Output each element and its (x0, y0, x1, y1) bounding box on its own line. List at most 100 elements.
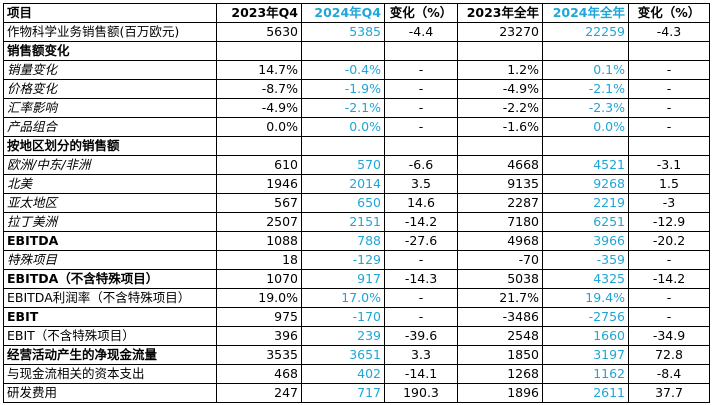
cell-change-quarter: -6.6 (384, 155, 458, 175)
cell-q4-2024: 2151 (301, 212, 385, 232)
cell-fy-2023: 2548 (457, 326, 543, 346)
cell-fy-2024: 22259 (542, 22, 629, 42)
cell-change-quarter: - (384, 288, 458, 308)
cell-fy-2023: 4668 (457, 155, 543, 175)
row-label: 亚太地区 (3, 193, 217, 213)
header-change-year: 变化（%） (628, 3, 710, 23)
cell-change-year: -3 (628, 193, 710, 213)
cell-q4-2023: 19.0% (216, 288, 302, 308)
table-row: EBIT（不含特殊项目） 396 239 -39.6 2548 1660 -34.9 (3, 326, 710, 346)
cell-q4-2023: 14.7% (216, 60, 302, 80)
cell-change-year (628, 136, 710, 156)
cell-q4-2023: 0.0% (216, 117, 302, 137)
cell-q4-2023: 5630 (216, 22, 302, 42)
cell-fy-2023: 2287 (457, 193, 543, 213)
cell-change-year: 1.5 (628, 174, 710, 194)
cell-change-quarter: -14.1 (384, 364, 458, 384)
cell-q4-2023 (216, 136, 302, 156)
cell-fy-2023: 5038 (457, 269, 543, 289)
table-row: EBITDA 1088 788 -27.6 4968 3966 -20.2 (3, 231, 710, 251)
cell-change-year: - (628, 288, 710, 308)
cell-fy-2024: 1660 (542, 326, 629, 346)
cell-fy-2023: 1268 (457, 364, 543, 384)
cell-fy-2024: 19.4% (542, 288, 629, 308)
cell-change-year: -4.3 (628, 22, 710, 42)
cell-q4-2024: 788 (301, 231, 385, 251)
row-label: 研发费用 (3, 383, 217, 403)
cell-q4-2023: 1946 (216, 174, 302, 194)
cell-q4-2023: 610 (216, 155, 302, 175)
cell-q4-2024: 2014 (301, 174, 385, 194)
cell-fy-2023 (457, 136, 543, 156)
cell-change-year: - (628, 307, 710, 327)
row-label: 与现金流相关的资本支出 (3, 364, 217, 384)
cell-fy-2023: -2.2% (457, 98, 543, 118)
row-label: EBITDA利润率（不含特殊项目） (3, 288, 217, 308)
cell-change-quarter: -4.4 (384, 22, 458, 42)
cell-change-year (628, 41, 710, 61)
table-row: 研发费用 247 717 190.3 1896 2611 37.7 (3, 383, 710, 403)
cell-fy-2024: 3197 (542, 345, 629, 365)
cell-change-quarter (384, 136, 458, 156)
cell-q4-2024: 717 (301, 383, 385, 403)
table-row: EBITDA利润率（不含特殊项目） 19.0% 17.0% -21.7% 19.4% - (3, 288, 710, 308)
cell-q4-2024: 3651 (301, 345, 385, 365)
row-label: 作物科学业务销售额(百万欧元) (3, 22, 217, 42)
cell-change-quarter: -39.6 (384, 326, 458, 346)
row-label: 经营活动产生的净现金流量 (3, 345, 217, 365)
cell-q4-2024: -2.1% (301, 98, 385, 118)
cell-change-quarter: - (384, 307, 458, 327)
cell-fy-2024: -359 (542, 250, 629, 270)
cell-q4-2023: 468 (216, 364, 302, 384)
cell-fy-2023: -4.9% (457, 79, 543, 99)
cell-q4-2023: 396 (216, 326, 302, 346)
table-row: 北美 1946 2014 3.5 9135 9268 1.5 (3, 174, 710, 194)
cell-fy-2024 (542, 136, 629, 156)
cell-q4-2023: 1070 (216, 269, 302, 289)
row-label: 汇率影响 (3, 98, 217, 118)
cell-fy-2024: 9268 (542, 174, 629, 194)
cell-fy-2023 (457, 41, 543, 61)
cell-change-quarter: - (384, 98, 458, 118)
cell-q4-2024: -170 (301, 307, 385, 327)
row-label: EBITDA（不含特殊项目） (3, 269, 217, 289)
cell-change-quarter: - (384, 60, 458, 80)
table-row: 价格变化 -8.7% -1.9% - -4.9% -2.1% - (3, 79, 710, 99)
row-label: 拉丁美洲 (3, 212, 217, 232)
cell-fy-2023: 1896 (457, 383, 543, 403)
cell-change-quarter: -14.3 (384, 269, 458, 289)
cell-fy-2023: -70 (457, 250, 543, 270)
table-row: 按地区划分的销售额 (3, 136, 710, 156)
cell-change-year: - (628, 79, 710, 99)
cell-q4-2023 (216, 41, 302, 61)
header-fy-2023: 2023年全年 (457, 3, 543, 23)
cell-q4-2024: -129 (301, 250, 385, 270)
cell-q4-2024: 239 (301, 326, 385, 346)
cell-change-year: - (628, 60, 710, 80)
cell-change-year: - (628, 250, 710, 270)
table-row: 销量变化 14.7% -0.4% -1.2% 0.1% - (3, 60, 710, 80)
cell-change-year: - (628, 117, 710, 137)
row-label: 销售额变化 (3, 41, 217, 61)
row-label: EBITDA (3, 231, 217, 251)
cell-change-year: -20.2 (628, 231, 710, 251)
cell-fy-2024: 2219 (542, 193, 629, 213)
cell-q4-2023: 1088 (216, 231, 302, 251)
cell-fy-2023: 9135 (457, 174, 543, 194)
cell-change-year: -3.1 (628, 155, 710, 175)
cell-q4-2023: 975 (216, 307, 302, 327)
table-row: 作物科学业务销售额(百万欧元) 5630 5385 -4.4 23270 22259 -4.… (3, 22, 710, 42)
cell-fy-2024: 4325 (542, 269, 629, 289)
cell-q4-2024 (301, 41, 385, 61)
cell-fy-2024: -2.1% (542, 79, 629, 99)
cell-change-quarter: 3.3 (384, 345, 458, 365)
row-label: 销量变化 (3, 60, 217, 80)
cell-fy-2023: 4968 (457, 231, 543, 251)
cell-q4-2024: 917 (301, 269, 385, 289)
cell-q4-2024: 17.0% (301, 288, 385, 308)
cell-change-year: -34.9 (628, 326, 710, 346)
cell-change-year: -8.4 (628, 364, 710, 384)
cell-fy-2023: -1.6% (457, 117, 543, 137)
header-q4-2023: 2023年Q4 (216, 3, 302, 23)
cell-fy-2023: 21.7% (457, 288, 543, 308)
